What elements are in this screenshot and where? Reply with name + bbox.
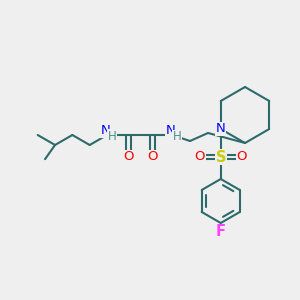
Text: O: O: [236, 151, 247, 164]
Text: F: F: [216, 224, 226, 239]
Text: O: O: [194, 151, 205, 164]
Text: H: H: [172, 130, 182, 143]
Text: N: N: [216, 122, 226, 136]
Text: O: O: [123, 151, 133, 164]
Text: H: H: [108, 130, 116, 142]
Text: N: N: [101, 124, 111, 137]
Text: N: N: [166, 124, 176, 137]
Text: O: O: [147, 151, 157, 164]
Text: S: S: [215, 149, 226, 164]
